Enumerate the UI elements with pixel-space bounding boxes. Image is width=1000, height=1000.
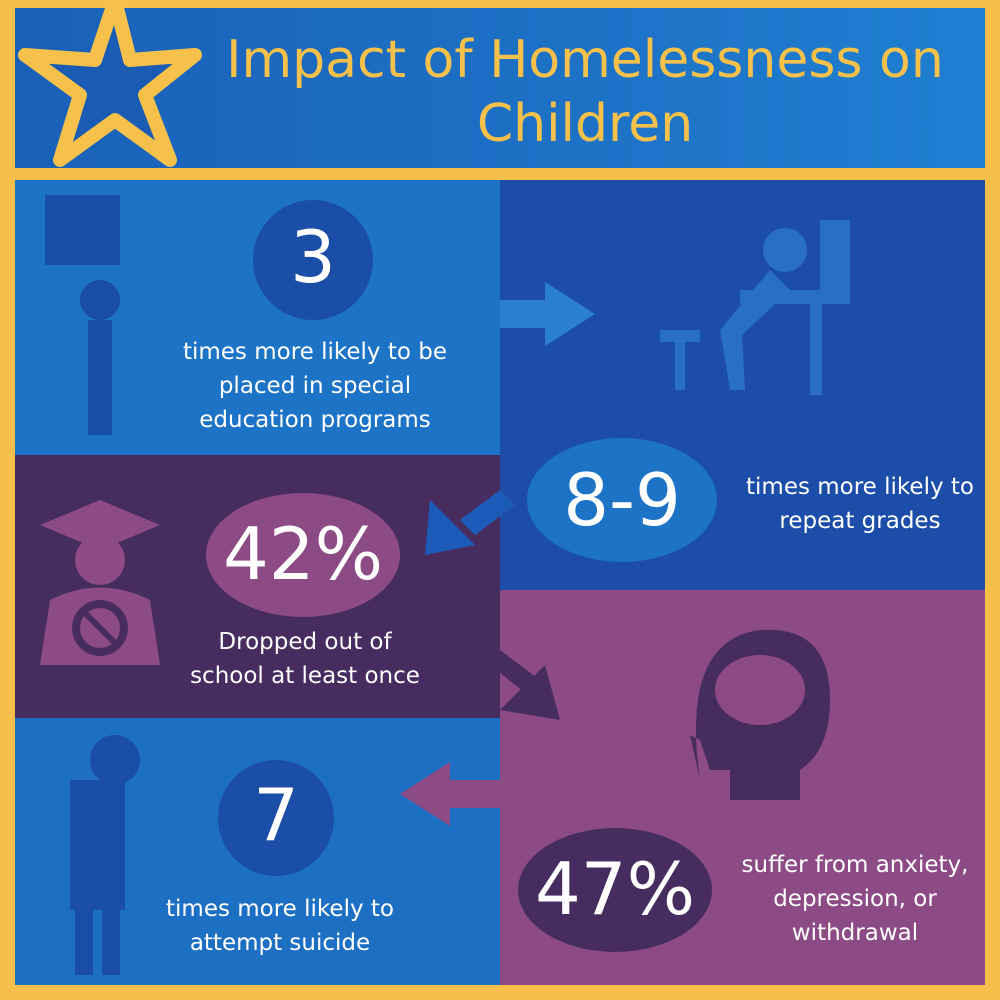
title-band xyxy=(15,8,985,168)
arrow xyxy=(425,490,515,555)
figure: 8-9 xyxy=(563,458,681,542)
figure-badge xyxy=(527,438,717,562)
figure-badge xyxy=(218,760,334,876)
figure: 47% xyxy=(534,847,696,931)
figure: 3 xyxy=(290,215,336,299)
description: Dropped out of school at least once xyxy=(190,629,420,689)
head-icon xyxy=(690,629,830,800)
figure-badge xyxy=(518,828,712,952)
description: times more likely to attempt suicide xyxy=(166,896,394,956)
graduate-icon xyxy=(40,500,160,665)
title: Impact of Homelessness on Children xyxy=(226,30,944,154)
student-desk-icon xyxy=(660,220,850,395)
figure: 42% xyxy=(222,512,384,596)
arrow xyxy=(490,650,560,720)
figure-badge xyxy=(206,493,400,617)
arrow xyxy=(400,762,500,826)
star-icon xyxy=(18,0,202,167)
description: times more likely to be placed in specia… xyxy=(182,339,448,433)
arrow xyxy=(500,282,595,346)
description: times more likely to repeat grades xyxy=(746,474,974,534)
person-puzzle-icon xyxy=(45,195,120,435)
figure-badge xyxy=(253,200,373,320)
figure: 7 xyxy=(253,773,299,857)
description: suffer from anxiety, depression, or with… xyxy=(741,852,969,946)
sad-person-icon xyxy=(70,735,140,975)
